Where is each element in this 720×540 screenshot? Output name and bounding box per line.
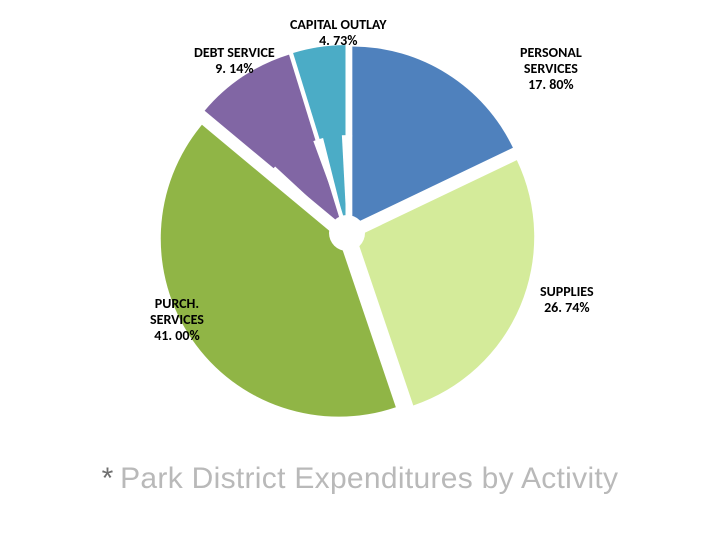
pie-chart: PERSONAL SERVICES 17. 80% SUPPLIES 26. 74… (0, 0, 720, 460)
pie-label: CAPITAL OUTLAY 4. 73% (290, 17, 387, 49)
title-asterisk: * (102, 462, 114, 495)
pie-label: PERSONAL SERVICES 17. 80% (520, 45, 582, 93)
title-text: Park District Expenditures by Activity (120, 462, 618, 495)
pie-hub (329, 215, 365, 251)
chart-title: * Park District Expenditures by Activity (0, 460, 720, 497)
pie-label: PURCH. SERVICES 41. 00% (150, 296, 204, 344)
pie-label: DEBT SERVICE 9. 14% (194, 45, 275, 77)
pie-svg (0, 0, 720, 460)
pie-label: SUPPLIES 26. 74% (540, 284, 594, 316)
